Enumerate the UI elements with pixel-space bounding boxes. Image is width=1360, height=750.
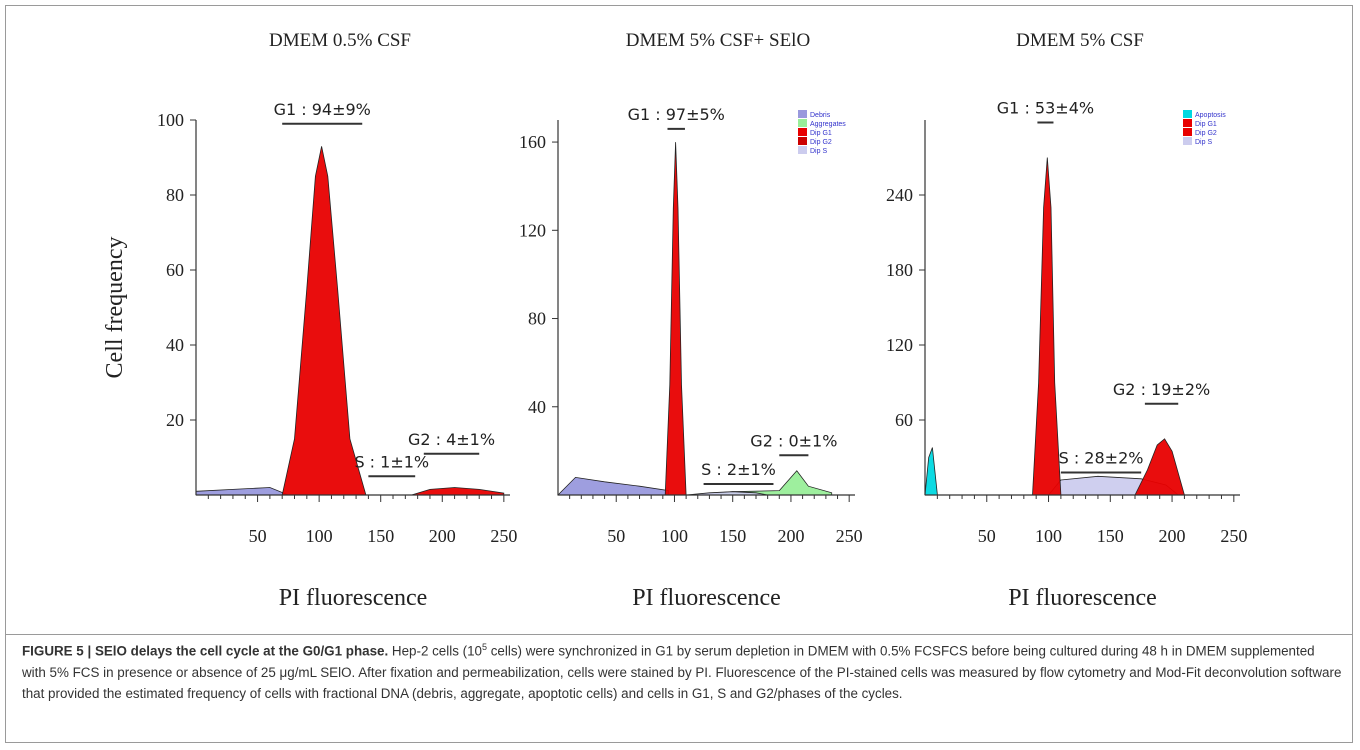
chart1-y-tick-label-20: 20 [166,410,184,430]
chart3-x-tick-label-200: 200 [1159,526,1186,546]
chart2-x-label: PI fluorescence [632,585,781,611]
chart2-annotation-label-1: S : 2±1% [701,460,776,479]
chart2-legend-label-0: Debris [810,112,831,119]
chart1-x-tick-label-50: 50 [249,526,267,546]
chart3-x-tick-label-150: 150 [1097,526,1124,546]
chart2-annotation-label-2: G2 : 0±1% [750,431,837,450]
caption-label: FIGURE 5 | SElO delays the cell cycle at… [22,643,389,659]
figure-frame [5,5,1353,743]
chart2-series-dip-g1-2 [664,142,687,496]
chart2-annotation-label-0: G1 : 97±5% [628,105,725,124]
chart3-x-tick-label-250: 250 [1220,526,1247,546]
chart1-series-dip-g2-2 [411,487,505,496]
chart3-legend-swatch-3 [1183,137,1192,145]
chart3-annotation-label-1: S : 28±2% [1059,449,1144,468]
caption-text-a: Hep-2 cells (10 [391,643,482,659]
chart3-series-dip-g1-2 [1032,157,1062,496]
chart3-annotation-label-2: G2 : 19±2% [1113,380,1210,399]
chart1-x-tick-label-250: 250 [490,526,517,546]
chart3-legend-label-2: Dip G2 [1195,130,1217,137]
chart2-y-tick-label-120: 120 [519,220,546,240]
figure-caption: FIGURE 5 | SElO delays the cell cycle at… [22,637,1342,705]
chart1-annotation-label-1: S : 1±1% [354,452,429,471]
chart2-legend-label-1: Aggregates [810,121,846,128]
chart2-legend-label-3: Dip G2 [810,139,832,146]
chart3-x-tick-label-100: 100 [1035,526,1062,546]
chart3-y-tick-label-60: 60 [895,410,913,430]
chart3-legend-label-0: Apoptosis [1195,112,1226,119]
chart1-x-tick-label-150: 150 [367,526,394,546]
chart1-y-label: Cell frequency [102,237,128,379]
chart2-legend-label-2: Dip G1 [810,130,832,137]
chart1-title: DMEM 0.5% CSF [269,30,411,51]
chart1-y-tick-label-80: 80 [166,185,184,205]
chart2-series-debris-0 [557,476,669,496]
caption-separator [5,634,1353,635]
chart3-legend-label-3: Dip S [1195,139,1212,146]
chart3-y-tick-label-180: 180 [886,260,913,280]
chart2-x-tick-label-50: 50 [607,526,625,546]
chart2-legend-label-4: Dip S [810,148,827,155]
chart1-y-tick-label-40: 40 [166,335,184,355]
chart3-y-tick-label-120: 120 [886,335,913,355]
chart1-x-tick-label-100: 100 [306,526,333,546]
chart3-legend-swatch-1 [1183,119,1192,127]
chart2-legend-swatch-0 [798,110,807,118]
chart1-x-label: PI fluorescence [279,585,428,611]
chart2-legend-swatch-1 [798,119,807,127]
chart3-x-label: PI fluorescence [1008,585,1157,611]
figure-charts: DMEM 0.5% CSF 50 100 150 200 250 20 40 60 80 100 PI… [102,30,1247,611]
chart1-series-dip-g1-1 [281,146,367,496]
chart2-legend-swatch-4 [798,146,807,154]
chart2-y-tick-label-80: 80 [528,309,546,329]
chart2-legend-swatch-3 [798,137,807,145]
chart1-annotation-label-2: G2 : 4±1% [408,430,495,449]
chart3-y-tick-label-240: 240 [886,185,913,205]
chart3-legend-swatch-2 [1183,128,1192,136]
chart1-annotation-label-0: G1 : 94±9% [274,100,371,119]
chart1-x-tick-label-200: 200 [429,526,456,546]
chart3-title: DMEM 5% CSF [1016,30,1144,51]
chart3-x-tick-label-50: 50 [978,526,996,546]
chart2-y-tick-label-160: 160 [519,132,546,152]
chart2-title: DMEM 5% CSF+ SElO [626,30,810,51]
chart2-x-tick-label-200: 200 [777,526,804,546]
caption-sup: 5 [481,642,487,652]
chart3-legend-swatch-0 [1183,110,1192,118]
chart3-legend-label-1: Dip G1 [1195,121,1217,128]
chart1-y-tick-label-100: 100 [157,110,184,130]
chart1-series-debris-0 [195,487,289,496]
chart2-legend-swatch-2 [798,128,807,136]
caption-text-b: cells) were synchronized in G1 by serum … [22,643,1342,702]
chart2-y-tick-label-40: 40 [528,397,546,417]
chart1-y-tick-label-60: 60 [166,260,184,280]
chart3-annotation-label-0: G1 : 53±4% [997,99,1094,118]
chart2-x-tick-label-100: 100 [661,526,688,546]
chart2-x-tick-label-250: 250 [836,526,863,546]
chart3-series-apoptosis-0 [924,447,938,496]
chart2-x-tick-label-150: 150 [719,526,746,546]
